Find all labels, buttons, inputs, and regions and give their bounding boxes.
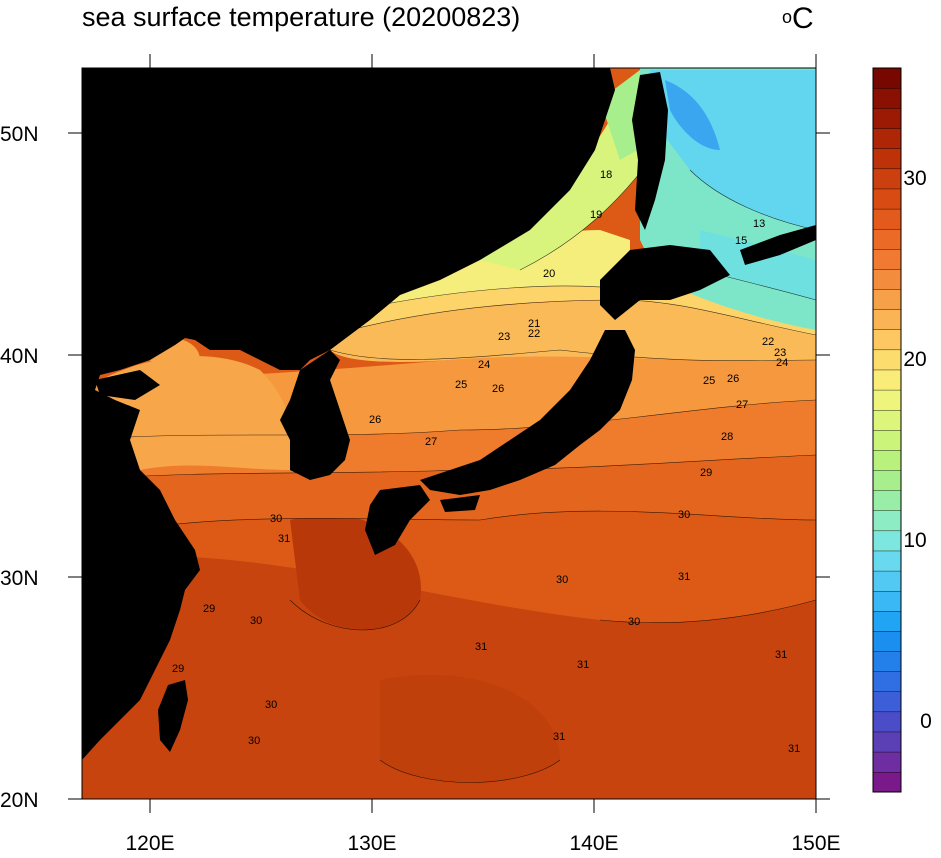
lat-tick-label: 40N [0, 345, 39, 368]
contour-label: 18 [600, 169, 612, 181]
lon-tick-label: 120E [125, 832, 174, 855]
colorbar-swatch [872, 711, 902, 733]
colorbar-swatch [872, 449, 902, 471]
colorbar-swatch [872, 309, 902, 330]
colorbar-swatch [872, 429, 902, 451]
colorbar-swatch [872, 248, 902, 270]
colorbar-swatch [872, 228, 902, 250]
contour-label: 25 [455, 379, 467, 391]
colorbar-swatch [872, 168, 902, 190]
contour-label: 31 [788, 743, 800, 755]
colorbar-tick-label: 10 [903, 529, 926, 552]
contour-label: 30 [265, 699, 277, 711]
contour-label: 30 [248, 735, 260, 747]
colorbar-swatch [872, 530, 902, 552]
colorbar-swatch [872, 590, 902, 612]
lon-tick-label: 150E [791, 832, 840, 855]
colorbar-swatch [872, 671, 902, 692]
map-frame [81, 67, 817, 800]
contour-label: 24 [776, 357, 788, 369]
contour-label: 22 [528, 328, 540, 340]
colorbar-swatch [872, 208, 902, 230]
contour-label: 25 [703, 375, 715, 387]
contour-label: 30 [628, 616, 640, 628]
contour-label-group: 18 19 20 21 22 23 24 25 26 27 26 13 15 2… [172, 169, 800, 755]
colorbar-swatch [872, 268, 902, 290]
colorbar [872, 67, 902, 793]
colorbar-swatch [872, 751, 902, 773]
unit-celsius: C [792, 2, 814, 35]
contour-label: 31 [577, 659, 589, 671]
contour-label: 30 [250, 615, 262, 627]
colorbar-swatch [872, 188, 902, 210]
contour-label: 22 [762, 336, 774, 348]
land [82, 68, 816, 760]
lat-tick-label: 30N [0, 567, 39, 590]
contour-label: 27 [736, 399, 748, 411]
contour-label: 13 [753, 218, 765, 230]
colorbar-swatch [872, 389, 902, 411]
contour-label: 15 [735, 235, 747, 247]
contour-label: 26 [369, 414, 381, 426]
contour-label: 30 [556, 574, 568, 586]
contour-label: 28 [721, 431, 733, 443]
map-title: sea surface temperature (20200823) [82, 2, 521, 32]
colorbar-swatch [872, 691, 902, 713]
lat-tick-label: 20N [0, 789, 39, 812]
contour-label: 31 [553, 731, 565, 743]
colorbar-swatch [872, 490, 902, 511]
colorbar-swatch [872, 510, 902, 532]
colorbar-swatch [872, 67, 902, 89]
colorbar-swatch [872, 409, 902, 431]
contour-label: 31 [775, 649, 787, 661]
colorbar-swatch [872, 731, 902, 753]
colorbar-swatch [872, 771, 902, 793]
contour-label: 20 [543, 268, 555, 280]
lon-tick-marks [149, 54, 817, 813]
colorbar-swatch [872, 630, 902, 652]
colorbar-swatch [872, 87, 902, 109]
colorbar-swatch [872, 570, 902, 592]
lon-tick-label: 130E [347, 832, 396, 855]
degree-symbol: o [782, 7, 793, 27]
contour-label: 31 [678, 571, 690, 583]
contour-label: 26 [492, 383, 504, 395]
colorbar-tick-label: 20 [903, 348, 926, 371]
colorbar-frame [872, 67, 902, 793]
colorbar-swatch [872, 470, 902, 491]
contour-label: 26 [727, 373, 739, 385]
contour-label: 19 [590, 209, 602, 221]
contour-label: 23 [498, 331, 510, 343]
lat-tick-label: 50N [0, 123, 39, 146]
contour-label: 29 [700, 467, 712, 479]
colorbar-labels: 30 20 10 0 [903, 167, 932, 733]
colorbar-swatch [872, 108, 902, 129]
unit-label: oC [782, 4, 814, 34]
contour-label: 29 [203, 603, 215, 615]
colorbar-tick-label: 30 [903, 167, 926, 190]
colorbar-swatch [872, 610, 902, 632]
lon-tick-label: 140E [569, 832, 618, 855]
contour-lines [82, 159, 816, 783]
contour-label: 23 [774, 347, 786, 359]
colorbar-swatch [872, 329, 902, 351]
colorbar-swatch [872, 369, 902, 391]
contour-label: 30 [270, 513, 282, 525]
colorbar-swatch [872, 128, 902, 149]
colorbar-swatch [872, 349, 902, 371]
contour-label: 31 [475, 641, 487, 653]
colorbar-swatch [872, 148, 902, 170]
contour-label: 30 [678, 509, 690, 521]
lat-tick-marks [68, 132, 830, 800]
contour-label: 27 [425, 436, 437, 448]
colorbar-swatch [872, 289, 902, 310]
contour-label: 21 [528, 318, 540, 330]
colorbar-swatch [872, 651, 902, 672]
contour-label: 31 [278, 533, 290, 545]
colorbar-tick-label: 0 [920, 710, 932, 733]
contour-label: 24 [478, 359, 490, 371]
colorbar-swatch [872, 550, 902, 572]
contour-label: 29 [172, 663, 184, 675]
